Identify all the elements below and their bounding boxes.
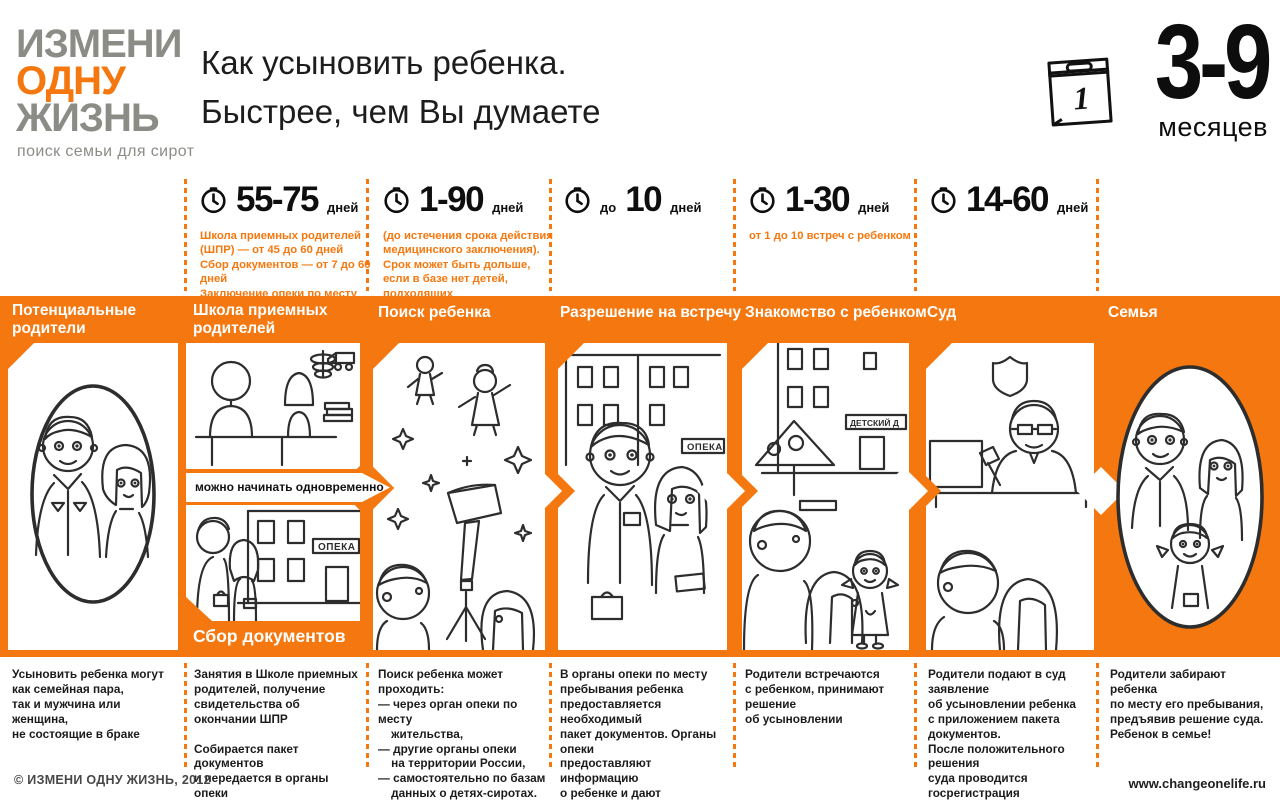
- duration-unit: дней: [1057, 200, 1089, 215]
- divider-dashed: [549, 179, 552, 291]
- duration-note: от 1 до 10 встреч с ребенком: [749, 230, 911, 242]
- parents-at-opeka-illustration: ОПЕКА: [564, 353, 726, 621]
- clock-icon: [201, 186, 226, 213]
- calendar-day: 1: [1072, 79, 1090, 116]
- calendar-icon: 1: [1046, 52, 1116, 137]
- divider-dashed: [1096, 663, 1099, 768]
- panel-school-class: [186, 343, 360, 469]
- opeka-sign: ОПЕКА: [687, 442, 723, 453]
- family-portrait-illustration: [1116, 365, 1264, 629]
- panel-court: [926, 343, 1094, 650]
- detsky-dom-sign: ДЕТСКИЙ Д: [850, 417, 899, 428]
- timeline-step-3: до 10 дней: [564, 180, 740, 220]
- panel-meeting: ДЕТСКИЙ Д: [742, 343, 909, 650]
- brand-word-2: ОДНУ: [16, 59, 126, 103]
- duration-unit: дней: [492, 200, 524, 215]
- description-parents: Усыновить ребенка могут как семейная пар…: [12, 667, 164, 741]
- divider-dashed: [366, 663, 369, 768]
- description-meeting: Родители встречаются с ребенком, принима…: [745, 667, 885, 726]
- divider-dashed: [733, 663, 736, 768]
- duration-value: 55-75: [236, 180, 320, 219]
- duration-value: 1-30: [785, 180, 851, 219]
- judge-courtroom-illustration: [928, 355, 1088, 650]
- stage-title-permission: Разрешение на встречу: [560, 304, 742, 321]
- total-duration: 3-9 месяцев: [1130, 3, 1272, 143]
- stage-title-school: Школа приемных родителей: [193, 302, 328, 337]
- duration-prefix: до: [600, 200, 617, 215]
- duration-unit: дней: [858, 200, 890, 215]
- duration-unit: дней: [670, 200, 702, 215]
- divider-dashed: [914, 179, 917, 291]
- description-permission: В органы опеки по месту пребывания ребен…: [560, 667, 717, 800]
- clock-icon: [750, 186, 775, 213]
- description-search: Поиск ребенка может проходить: — через о…: [378, 667, 546, 800]
- description-school: Занятия в Школе приемных родителей, полу…: [194, 667, 358, 800]
- website-link[interactable]: www.changeonelife.ru: [1128, 776, 1266, 791]
- divider-dashed: [366, 179, 369, 291]
- brand-word-1: ИЗМЕНИ: [16, 22, 182, 66]
- total-duration-value: 3-9: [1154, 3, 1272, 121]
- orphanage-meeting-illustration: ДЕТСКИЙ Д: [742, 343, 909, 650]
- stage-title-meeting: Знакомство с ребенком: [745, 304, 927, 321]
- divider-dashed: [733, 179, 736, 291]
- opeka-building-illustration: ОПЕКА: [186, 505, 360, 621]
- panel-permission: ОПЕКА: [558, 343, 727, 650]
- divider-dashed: [549, 663, 552, 768]
- classroom-illustration: [194, 349, 356, 467]
- brand-word-3: ЖИЗНЬ: [16, 96, 160, 140]
- copyright-text: © ИЗМЕНИ ОДНУ ЖИЗНЬ, 2012: [14, 773, 211, 787]
- brand-tagline: поиск семьи для сирот: [17, 143, 195, 160]
- duration-value: 10: [625, 180, 662, 219]
- clock-icon: [931, 186, 956, 213]
- couple-portrait-illustration: [30, 384, 156, 604]
- duration-value: 1-90: [419, 180, 485, 219]
- clock-icon: [384, 186, 409, 213]
- simultaneous-banner: можно начинать одновременно: [186, 473, 390, 502]
- opeka-sign: ОПЕКА: [318, 542, 355, 553]
- description-family: Родители забирают ребенка по месту его п…: [1110, 667, 1264, 741]
- brand-logo: ИЗМЕНИ ОДНУ ЖИЗНЬ: [16, 22, 182, 140]
- divider-dashed: [184, 663, 187, 768]
- panel-parents: [8, 343, 178, 650]
- documents-sublabel: Сбор документов: [193, 626, 346, 646]
- description-court: Родители подают в суд заявление об усыно…: [928, 667, 1076, 800]
- divider-dashed: [914, 663, 917, 768]
- duration-value: 14-60: [966, 180, 1050, 219]
- clock-icon: [565, 186, 590, 213]
- divider-dashed: [184, 179, 187, 291]
- stage-title-parents: Потенциальные родители: [12, 302, 137, 337]
- timeline-step-5: 14-60 дней: [930, 180, 1106, 220]
- timeline-step-4: 1-30 дней от 1 до 10 встреч с ребенком: [749, 180, 925, 243]
- panel-documents: ОПЕКА: [186, 505, 360, 621]
- total-duration-unit: месяцев: [1158, 112, 1268, 142]
- divider-dashed: [1096, 179, 1099, 291]
- telescope-stars-illustration: [375, 355, 535, 650]
- stage-title-search: Поиск ребенка: [378, 304, 491, 321]
- page-title: Как усыновить ребенка. Быстрее, чем Вы д…: [201, 44, 601, 130]
- stage-title-family: Семья: [1108, 304, 1158, 321]
- panel-search: [373, 343, 545, 650]
- stage-title-court: Суд: [927, 304, 957, 321]
- duration-unit: дней: [327, 200, 359, 215]
